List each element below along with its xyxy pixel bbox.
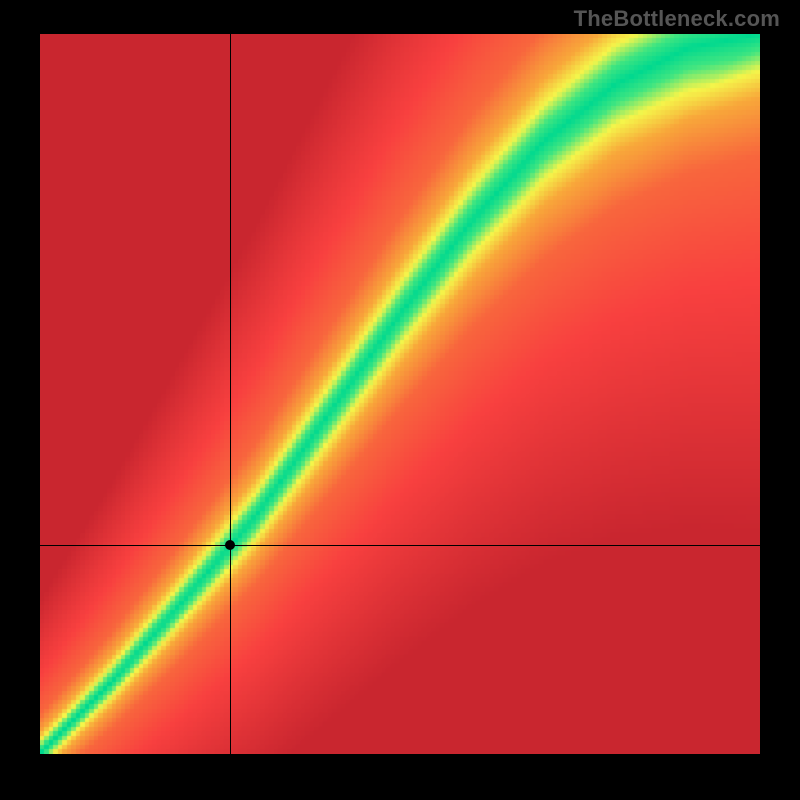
crosshair-horizontal bbox=[40, 545, 760, 546]
heatmap-plot bbox=[40, 34, 760, 754]
heatmap-canvas bbox=[40, 34, 760, 754]
watermark-text: TheBottleneck.com bbox=[574, 6, 780, 32]
crosshair-vertical bbox=[230, 34, 231, 754]
